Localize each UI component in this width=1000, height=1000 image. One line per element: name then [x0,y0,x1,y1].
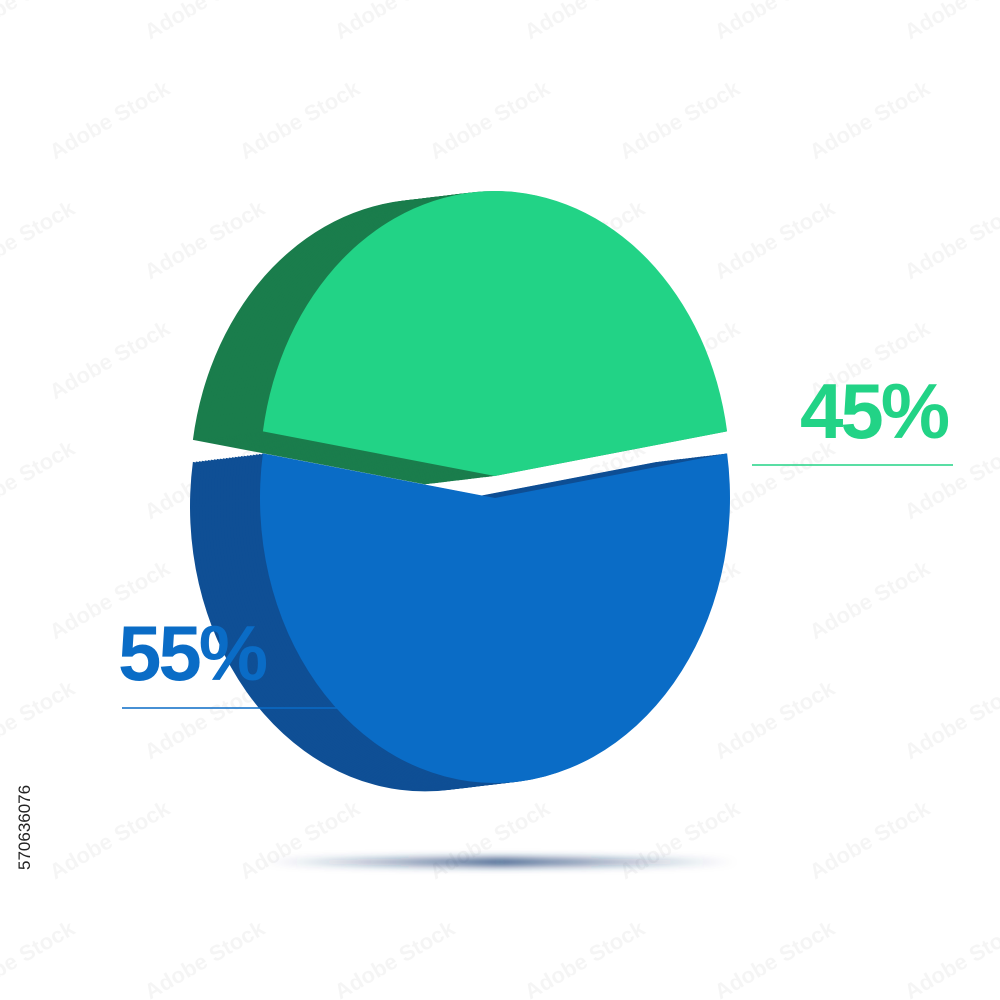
watermark: Adobe Stock [805,795,935,884]
watermark: Adobe Stock [0,675,80,764]
watermark: Adobe Stock [0,0,80,44]
watermark: Adobe Stock [330,0,460,44]
slice [259,453,730,784]
watermark: Adobe Stock [235,795,365,884]
value-label: 45% [800,367,949,455]
watermark: Adobe Stock [140,195,270,284]
watermark: Adobe Stock [425,795,555,884]
watermark: Adobe Stock [520,915,650,1000]
watermark: Adobe Stock [995,795,1000,884]
floor-shadow [260,858,740,866]
watermark: Adobe Stock [995,315,1000,404]
watermark: Adobe Stock [330,915,460,1000]
watermark: Adobe Stock [140,0,270,44]
watermark: Adobe Stock [235,75,365,164]
watermark: Adobe Stock [0,195,80,284]
pie [189,191,730,792]
watermark: Adobe Stock [0,435,80,524]
watermark: Adobe Stock [45,315,175,404]
watermark: Adobe Stock [710,0,840,44]
watermark: Adobe Stock [900,195,1000,284]
slice [262,191,728,476]
watermark: Adobe Stock [710,915,840,1000]
watermark: Adobe Stock [520,0,650,44]
watermark: Adobe Stock [615,795,745,884]
value-label: 55% [118,609,267,697]
watermark: Adobe Stock [45,75,175,164]
stock-id: 570636076 [15,785,34,870]
watermark: Adobe Stock [710,675,840,764]
watermark: Adobe Stock [425,75,555,164]
watermark: Adobe Stock [900,675,1000,764]
watermark: Adobe Stock [140,915,270,1000]
watermark: Adobe Stock [995,555,1000,644]
watermark: Adobe Stock [995,75,1000,164]
watermark: Adobe Stock [710,195,840,284]
watermark: Adobe Stock [900,915,1000,1000]
watermark: Adobe Stock [900,0,1000,44]
watermark: Adobe Stock [45,795,175,884]
slice-group [189,453,730,792]
watermark: Adobe Stock [805,555,935,644]
slice-group [192,191,728,485]
watermark: Adobe Stock [805,75,935,164]
watermark: Adobe Stock [0,915,80,1000]
watermark: Adobe Stock [615,75,745,164]
